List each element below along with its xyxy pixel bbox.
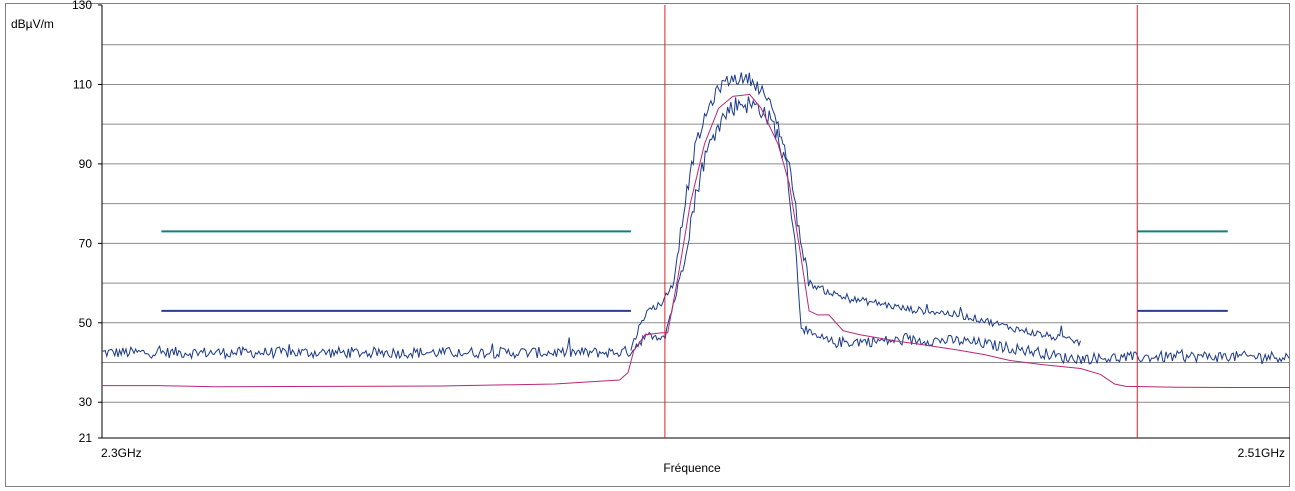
y-tick-labels: 130 110 90 70 50 30 21 bbox=[72, 0, 102, 445]
y-tick-label: 90 bbox=[79, 157, 93, 171]
x-axis-label: Fréquence bbox=[663, 461, 721, 475]
x-tick-label-start: 2.3GHz bbox=[101, 446, 142, 460]
series-line bbox=[102, 93, 1290, 388]
y-tick-label: 50 bbox=[79, 316, 93, 330]
y-axis-label: dBµV/m bbox=[11, 17, 54, 31]
limit-lines bbox=[161, 230, 1228, 312]
y-tick-label: 21 bbox=[79, 431, 93, 445]
y-tick-label: 70 bbox=[79, 236, 93, 250]
series-line bbox=[630, 72, 1081, 351]
grid-layer bbox=[102, 44, 1290, 403]
y-tick-label: 130 bbox=[72, 0, 92, 12]
chart-frame bbox=[5, 3, 1290, 487]
y-tick-label: 30 bbox=[79, 395, 93, 409]
marker-lines bbox=[664, 5, 1138, 438]
series-layer bbox=[101, 72, 1290, 388]
y-tick-label: 110 bbox=[73, 77, 92, 91]
series-line bbox=[101, 96, 1290, 365]
x-tick-label-end: 2.51GHz bbox=[1238, 446, 1285, 460]
